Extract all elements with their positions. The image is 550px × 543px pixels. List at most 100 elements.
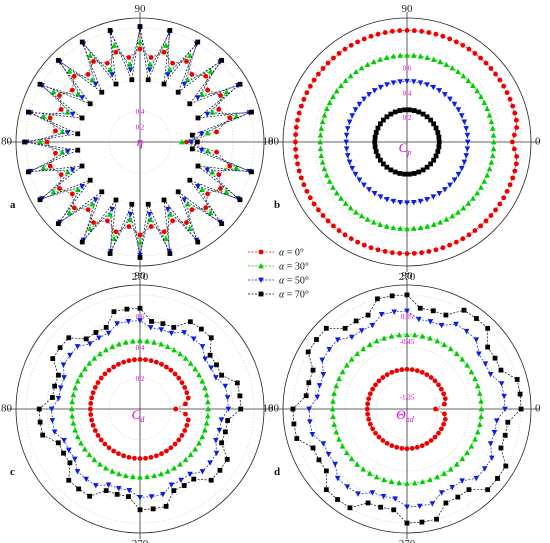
data-point bbox=[323, 487, 329, 493]
data-point bbox=[148, 224, 154, 229]
data-point bbox=[478, 223, 483, 229]
data-point bbox=[436, 382, 441, 388]
data-point bbox=[501, 83, 507, 89]
quantity-symbol: Θnd bbox=[396, 407, 414, 424]
data-point bbox=[187, 451, 194, 458]
data-point bbox=[148, 454, 154, 460]
angle-label-270: 270 bbox=[399, 538, 416, 543]
data-point bbox=[291, 421, 297, 427]
data-point bbox=[153, 453, 159, 459]
data-point bbox=[209, 109, 216, 115]
data-point bbox=[438, 322, 445, 329]
data-point bbox=[419, 369, 425, 375]
data-point bbox=[93, 330, 99, 335]
data-point bbox=[316, 383, 323, 389]
data-point bbox=[64, 109, 71, 115]
data-point bbox=[72, 384, 78, 391]
data-point bbox=[370, 426, 376, 432]
data-point bbox=[392, 169, 398, 175]
data-point bbox=[294, 436, 300, 441]
data-point bbox=[366, 92, 372, 98]
data-point bbox=[481, 99, 488, 105]
data-point bbox=[192, 365, 198, 372]
legend-marker bbox=[258, 249, 264, 255]
data-point bbox=[87, 52, 93, 58]
data-point bbox=[143, 357, 148, 363]
data-point bbox=[347, 205, 354, 211]
data-point bbox=[513, 117, 519, 123]
data-point bbox=[189, 207, 195, 213]
data-point bbox=[213, 375, 219, 381]
radial-tick-label: 0.4 bbox=[136, 108, 145, 116]
data-point bbox=[365, 411, 371, 417]
data-point bbox=[126, 55, 132, 60]
legend-entry: α = 30° bbox=[279, 262, 309, 273]
data-point bbox=[79, 183, 86, 190]
angle-label-180: 180 bbox=[263, 136, 280, 148]
data-point bbox=[159, 451, 164, 457]
data-point bbox=[52, 383, 58, 389]
data-point bbox=[324, 105, 330, 112]
data-point bbox=[441, 470, 447, 476]
data-point bbox=[490, 132, 497, 138]
data-point bbox=[331, 55, 336, 61]
data-point bbox=[388, 167, 394, 173]
data-point bbox=[484, 105, 490, 112]
data-point bbox=[370, 58, 377, 65]
data-point bbox=[390, 224, 397, 231]
data-point bbox=[466, 487, 472, 493]
data-point bbox=[105, 330, 112, 337]
data-point bbox=[468, 443, 475, 449]
data-point bbox=[318, 152, 325, 158]
data-point bbox=[461, 159, 468, 166]
data-point bbox=[177, 350, 183, 357]
data-point bbox=[168, 367, 174, 373]
data-point bbox=[364, 61, 371, 68]
data-point bbox=[78, 440, 84, 446]
data-point bbox=[411, 79, 417, 85]
data-point bbox=[397, 79, 403, 85]
data-point bbox=[488, 159, 495, 165]
data-point bbox=[182, 456, 189, 463]
data-point bbox=[36, 406, 42, 412]
data-point bbox=[55, 221, 61, 227]
data-point bbox=[37, 197, 43, 203]
angle-label-270: 270 bbox=[132, 271, 149, 283]
data-point bbox=[431, 157, 437, 163]
data-point bbox=[158, 341, 164, 347]
data-point bbox=[364, 216, 371, 222]
data-point bbox=[151, 472, 157, 479]
data-point bbox=[225, 418, 230, 423]
data-point bbox=[497, 201, 503, 207]
data-point bbox=[40, 164, 47, 171]
data-point bbox=[342, 325, 348, 331]
data-point bbox=[464, 362, 470, 368]
data-point bbox=[434, 516, 439, 522]
data-point bbox=[160, 321, 166, 327]
data-point bbox=[511, 132, 517, 138]
data-point bbox=[375, 31, 381, 37]
data-point bbox=[514, 154, 519, 159]
data-point bbox=[442, 401, 447, 407]
data-point bbox=[486, 112, 493, 118]
data-point bbox=[377, 194, 384, 200]
data-point bbox=[195, 239, 201, 245]
data-point bbox=[109, 206, 115, 213]
data-point bbox=[147, 325, 154, 331]
data-point bbox=[510, 139, 515, 145]
radial-tick-label: 0.2 bbox=[403, 114, 412, 122]
data-point bbox=[96, 335, 102, 341]
data-point bbox=[202, 356, 208, 362]
data-point bbox=[208, 365, 214, 371]
data-point bbox=[71, 73, 77, 79]
data-point bbox=[511, 146, 517, 152]
data-point bbox=[194, 139, 200, 145]
data-point bbox=[90, 390, 96, 396]
data-point bbox=[320, 371, 327, 378]
polar-panel-b: 0 90 180 270 0.2 0.4 0.6 Cp b bbox=[263, 3, 542, 283]
data-point bbox=[488, 118, 495, 125]
data-point bbox=[76, 486, 82, 492]
legend-entry: α = 0° bbox=[279, 248, 304, 259]
data-point bbox=[175, 89, 181, 95]
